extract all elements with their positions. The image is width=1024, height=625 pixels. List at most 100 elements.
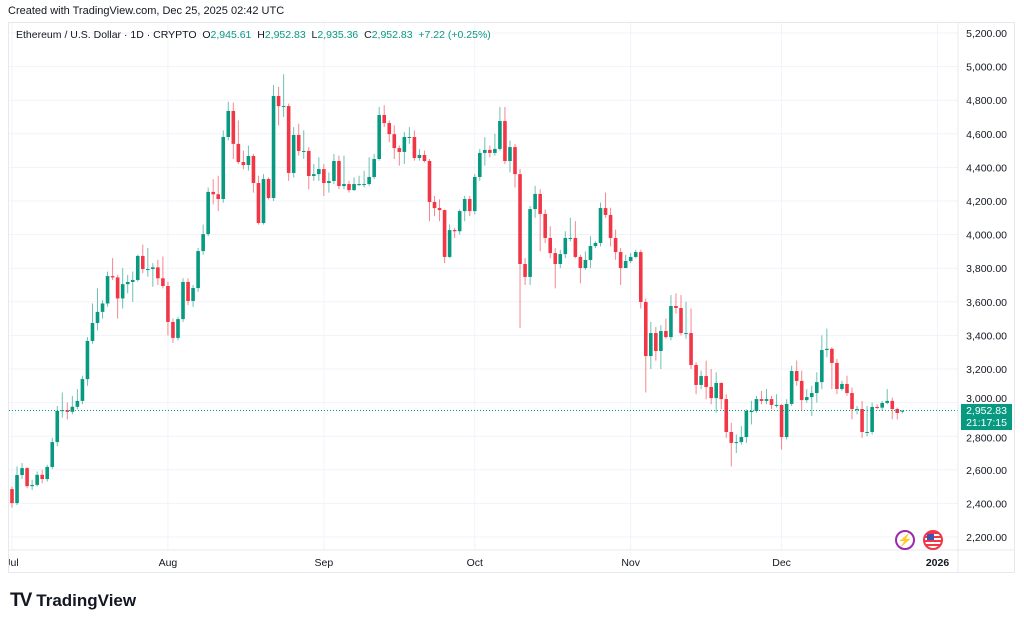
candle-body	[573, 237, 578, 257]
candle-body	[477, 152, 482, 177]
candle-body	[256, 183, 261, 224]
last-price: 2,952.83	[966, 404, 1007, 417]
candle-body	[100, 303, 105, 312]
candle-down	[578, 254, 583, 284]
candle-down	[553, 248, 558, 289]
candle-down	[211, 179, 215, 205]
candle-body	[281, 106, 286, 108]
candle-body	[754, 399, 759, 411]
candle-body	[216, 194, 221, 199]
candle-body	[110, 276, 115, 278]
candle-body	[367, 176, 371, 185]
candle-down	[25, 467, 29, 489]
candle-body	[427, 161, 432, 203]
us-flag-icon[interactable]	[923, 530, 943, 550]
high-value: 2,952.83	[264, 29, 306, 41]
candle-body	[659, 331, 663, 352]
candle-body	[266, 178, 271, 198]
candle-body	[674, 306, 678, 309]
candle-down	[674, 293, 678, 314]
price-tick-label: 4,800.00	[966, 95, 1007, 107]
candle-body	[15, 475, 19, 504]
candle-up	[291, 127, 296, 178]
candle-down	[709, 369, 713, 405]
price-axis[interactable]: 2,200.00 2,400.00 2,600.00 2,800.00 3,000.00…	[966, 28, 1007, 544]
candle-body	[392, 134, 397, 149]
lightning-icon[interactable]: ⚡	[895, 530, 915, 550]
candle-up	[749, 400, 754, 425]
candle-down	[613, 229, 618, 260]
candle-body	[246, 155, 251, 166]
candle-body	[714, 382, 718, 399]
candle-body	[422, 154, 427, 162]
candle-up	[125, 274, 130, 294]
price-tick-label: 4,400.00	[966, 162, 1007, 174]
candle-up	[151, 263, 155, 287]
candle-down	[759, 390, 764, 405]
candle-up	[105, 271, 110, 307]
candle-up	[246, 145, 251, 171]
price-tick-label: 2,200.00	[966, 532, 1007, 544]
candle-body	[372, 159, 376, 177]
candle-body	[201, 234, 205, 252]
candle-down	[40, 469, 44, 484]
candle-body	[417, 154, 422, 158]
candle-down	[664, 318, 668, 339]
candle-body	[60, 410, 65, 412]
candle-up	[402, 132, 407, 165]
candle-up	[357, 175, 361, 186]
candle-body	[65, 410, 70, 412]
candle-body	[734, 442, 739, 444]
candle-up	[498, 106, 502, 151]
candle-up	[508, 140, 512, 173]
candle-body	[347, 184, 351, 191]
price-tick-label: 5,000.00	[966, 62, 1007, 74]
candle-body	[523, 264, 527, 277]
candle-body	[880, 402, 884, 408]
candle-body	[171, 321, 175, 338]
candle-body	[120, 284, 125, 299]
candle-down	[140, 244, 145, 274]
candle-down	[769, 395, 774, 410]
candle-up	[583, 251, 588, 270]
candle-body	[70, 406, 75, 412]
candle-up	[764, 389, 769, 405]
time-axis[interactable]: Jul Aug Sep Oct Nov Dec 2026	[5, 557, 949, 569]
candle-body	[452, 230, 457, 232]
candle-down	[296, 123, 301, 156]
candle-body	[488, 149, 492, 153]
candle-body	[25, 468, 29, 487]
candle-down	[895, 407, 900, 420]
candle-body	[402, 136, 407, 152]
candle-up	[201, 224, 205, 255]
candle-down	[156, 259, 160, 285]
candle-body	[286, 106, 291, 173]
candle-down	[10, 486, 14, 508]
candle-body	[835, 362, 839, 389]
candle-body	[382, 114, 387, 124]
candle-body	[377, 114, 381, 159]
candlestick-chart[interactable]: 2,200.00 2,400.00 2,600.00 2,800.00 3,000.00…	[0, 0, 1024, 580]
candle-up	[588, 236, 593, 269]
candle-body	[518, 174, 522, 264]
candle-body	[407, 136, 412, 138]
candle-down	[286, 103, 291, 181]
candle-up	[593, 241, 598, 249]
candle-up	[367, 157, 371, 186]
low-value: 2,935.36	[317, 29, 359, 41]
candle-body	[533, 193, 537, 210]
candle-down	[432, 195, 437, 217]
candle-up	[417, 148, 422, 161]
candle-up	[885, 389, 890, 405]
candle-down	[830, 347, 834, 390]
candle-body	[181, 281, 185, 320]
price-tick-label: 4,600.00	[966, 129, 1007, 141]
candle-down	[603, 192, 608, 218]
candle-body	[447, 230, 452, 257]
candle-body	[649, 333, 653, 357]
candle-down	[322, 164, 326, 196]
candle-body	[890, 400, 895, 409]
candle-body	[568, 237, 573, 239]
candle-up	[815, 372, 819, 403]
candle-down	[306, 147, 311, 190]
